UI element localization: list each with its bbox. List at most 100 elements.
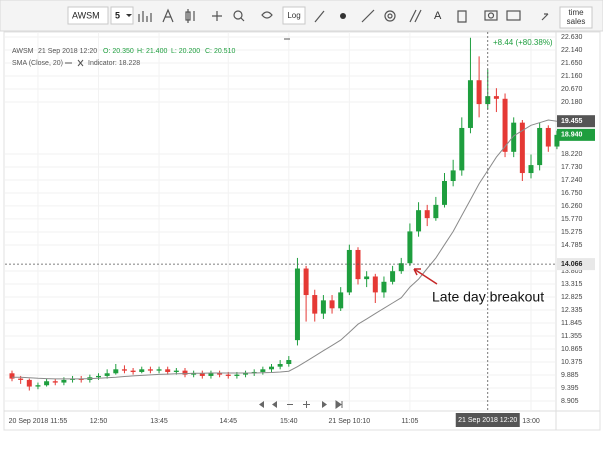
- y-tick-label: 20.670: [561, 86, 583, 93]
- candle-body: [355, 249, 361, 280]
- legend-low: L: 20.200: [171, 48, 200, 55]
- annotation-arrow: [413, 268, 438, 285]
- interval-select[interactable]: [110, 6, 134, 25]
- candle-body: [476, 80, 482, 105]
- x-tick-label: 20 Sep 2018 11:55: [9, 418, 68, 425]
- svg-text:A: A: [434, 10, 442, 22]
- legend-close: C: 20.510: [205, 48, 235, 55]
- crosshair-time-badge: [455, 413, 520, 427]
- sma-last-label: 19.455: [561, 118, 583, 125]
- change-label: +8.44 (+80.38%): [493, 38, 553, 47]
- y-tick-label: 10.865: [561, 346, 583, 353]
- y-tick-label: 10.375: [561, 359, 583, 366]
- sma-line: [12, 119, 558, 380]
- dropdown-arrow: [126, 14, 132, 17]
- candle-body: [502, 98, 508, 152]
- navigation-controls[interactable]: [258, 400, 343, 409]
- y-tick-label: 18.220: [561, 151, 583, 158]
- axes: 22.630 22.140 21.650 21.160 20.670 20.180 18.2…: [9, 34, 595, 427]
- legend-symbol: AWSM: [12, 48, 34, 55]
- x-tick-label: 13:45: [150, 418, 168, 425]
- y-tick-label: 22.140: [561, 47, 583, 54]
- y-tick-label: 15.770: [561, 216, 583, 223]
- candle-body: [61, 379, 67, 383]
- legend-high: H: 21.400: [137, 48, 167, 55]
- candle-body: [156, 369, 162, 371]
- log-button[interactable]: [282, 6, 306, 25]
- candle-body: [294, 268, 300, 341]
- y-tick-label: 16.260: [561, 203, 583, 210]
- y-tick-label: 13.315: [561, 281, 583, 288]
- candle-body: [225, 374, 231, 376]
- crosshair-price-badge: [557, 258, 595, 271]
- candle-body: [199, 373, 205, 376]
- candle-body: [381, 281, 387, 293]
- candle-body: [407, 231, 413, 264]
- y-tick-label: 15.275: [561, 229, 583, 236]
- candle-body: [35, 385, 41, 387]
- x-tick-label: 15:40: [280, 418, 298, 425]
- last-price-label: 18.940: [561, 132, 583, 139]
- crosshair-price-label: 14.066: [561, 261, 583, 268]
- candle-body: [18, 378, 24, 380]
- candle-body: [416, 210, 422, 232]
- candle-body: [217, 373, 223, 375]
- time-sales-text: time: [568, 8, 584, 17]
- indicator-name: SMA (Close, 20): [12, 60, 63, 67]
- candle-body: [545, 127, 551, 147]
- candle-body: [9, 373, 15, 379]
- legend-date: 21 Sep 2018 12:20: [38, 48, 97, 55]
- candle-body: [398, 263, 404, 272]
- candle-body: [320, 300, 326, 314]
- candle-body: [52, 381, 58, 383]
- candle-body: [450, 170, 456, 182]
- candle-body: [493, 96, 499, 99]
- y-tick-label: 17.730: [561, 164, 583, 171]
- candle-body: [191, 373, 197, 375]
- y-tick-label: 20.180: [561, 99, 583, 106]
- candle-body: [346, 249, 352, 293]
- candle-body: [459, 127, 465, 171]
- toolbar-icons[interactable]: A: [138, 6, 549, 25]
- candle-body: [269, 366, 274, 370]
- candle-body: [165, 369, 171, 372]
- candle-body: [26, 379, 32, 387]
- crosshair-time-label: 21 Sep 2018 12:20: [458, 417, 517, 424]
- y-tick-label: 8.905: [561, 398, 579, 405]
- candle-body: [329, 300, 335, 309]
- log-text: Log: [287, 11, 300, 20]
- y-tick-label: 9.885: [561, 372, 579, 379]
- y-tick-label: 21.650: [561, 60, 583, 67]
- indicator-controls[interactable]: [65, 59, 84, 67]
- candle-body: [130, 370, 136, 372]
- time-sales-text: sales: [567, 17, 586, 26]
- y-tick-label: 13.805: [561, 268, 583, 275]
- candle-body: [147, 369, 153, 371]
- chart-frame: [3, 31, 601, 431]
- y-tick-label: 22.630: [561, 34, 583, 41]
- candle-body: [44, 381, 50, 386]
- x-tick-label: 12:50: [90, 418, 108, 425]
- x-tick-label: 13:00: [522, 418, 540, 425]
- candle-body: [121, 369, 127, 371]
- candle-body: [372, 276, 378, 293]
- candle-body: [182, 370, 188, 375]
- candle-body: [442, 181, 447, 205]
- candle-body: [303, 268, 309, 296]
- symbol-input[interactable]: [67, 6, 109, 25]
- candle-body: [338, 292, 344, 309]
- y-tick-label: 14.785: [561, 242, 583, 249]
- candle-body: [208, 373, 214, 376]
- candle-body: [312, 295, 318, 314]
- candle-body: [277, 364, 283, 367]
- candle-body: [104, 373, 110, 376]
- candle-body: [234, 374, 240, 376]
- time-sales-button[interactable]: [559, 6, 593, 29]
- plot: [5, 32, 560, 410]
- candle-body: [467, 80, 473, 128]
- candle-body: [96, 375, 101, 378]
- y-tick-label: 17.240: [561, 177, 583, 184]
- candle-body: [113, 369, 119, 374]
